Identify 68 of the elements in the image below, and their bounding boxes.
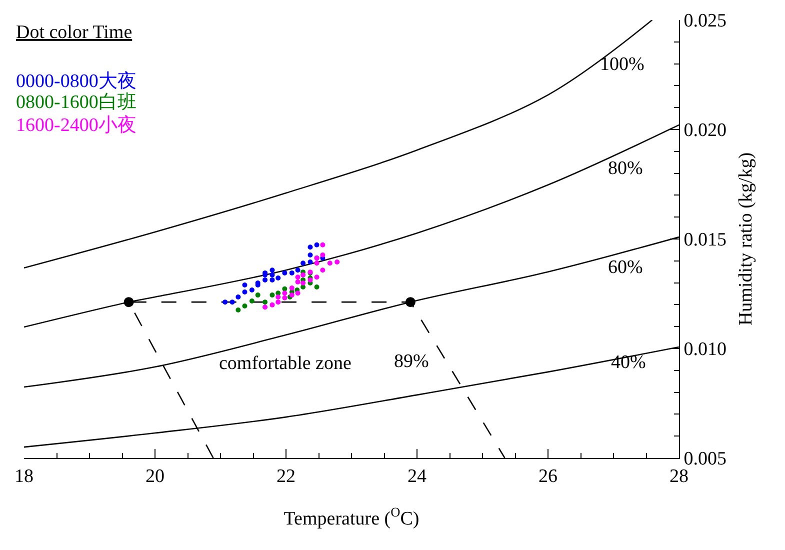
- point: [327, 260, 332, 266]
- point: [295, 268, 300, 273]
- point: [295, 274, 300, 280]
- point: [308, 244, 313, 250]
- point: [320, 268, 326, 273]
- point: [124, 297, 134, 308]
- point: [270, 277, 275, 282]
- y-tick-label: 0.010: [684, 339, 727, 360]
- point: [262, 277, 268, 282]
- point: [314, 260, 320, 266]
- point: [300, 272, 306, 278]
- y-tick-label: 0.020: [684, 120, 727, 142]
- annotation: 80%: [608, 158, 643, 179]
- point: [255, 292, 260, 298]
- point: [314, 284, 320, 290]
- point: [242, 290, 248, 294]
- point: [282, 286, 288, 292]
- point: [270, 302, 275, 308]
- x-tick-label: 26: [538, 466, 558, 487]
- point: [262, 300, 268, 305]
- point: [249, 298, 254, 304]
- point: [276, 300, 281, 305]
- text: 0800-1600白班: [16, 92, 136, 113]
- point: [236, 294, 241, 300]
- annotation: 89%: [394, 351, 429, 372]
- point: [320, 252, 326, 258]
- text: 1600-2400小夜: [16, 114, 136, 136]
- point: [270, 292, 275, 298]
- point: [334, 260, 340, 264]
- point: [276, 275, 281, 280]
- y-tick-label: 0.015: [684, 230, 727, 251]
- point: [282, 295, 288, 300]
- text: 0000-0800大夜: [16, 70, 136, 92]
- point: [249, 288, 254, 293]
- point: [282, 290, 288, 296]
- point: [236, 307, 241, 312]
- x-tick-label: 20: [146, 466, 164, 487]
- x-tick-label: 18: [14, 466, 34, 487]
- point: [276, 294, 281, 300]
- point: [320, 242, 326, 248]
- point: [300, 280, 306, 286]
- annotation: 100%: [600, 54, 644, 75]
- point: [289, 286, 294, 291]
- point: [270, 272, 275, 278]
- point: [308, 260, 313, 264]
- y-axis-title: Humidity ratio (kg/kg): [735, 152, 756, 326]
- point: [295, 290, 300, 296]
- point: [242, 282, 248, 288]
- point: [262, 304, 268, 310]
- x-tick-label: 24: [408, 466, 427, 487]
- point: [230, 300, 235, 305]
- point: [289, 270, 294, 276]
- y-tick-label: 0.025: [684, 10, 727, 32]
- point: [314, 242, 320, 248]
- point: [282, 270, 288, 276]
- point: [270, 268, 275, 273]
- point: [405, 297, 416, 308]
- legend-title: Dot color Time: [16, 22, 132, 43]
- point: [308, 252, 313, 258]
- annotation: 60%: [608, 257, 643, 278]
- point: [295, 279, 300, 284]
- point: [242, 304, 248, 309]
- point: [222, 300, 228, 305]
- point: [314, 274, 320, 280]
- point: [300, 260, 306, 266]
- x-axis-title: Temperature ($^{O}$C): [284, 504, 420, 530]
- x-tick-label: 22: [276, 466, 296, 487]
- annotation: comfortable zone: [219, 353, 352, 374]
